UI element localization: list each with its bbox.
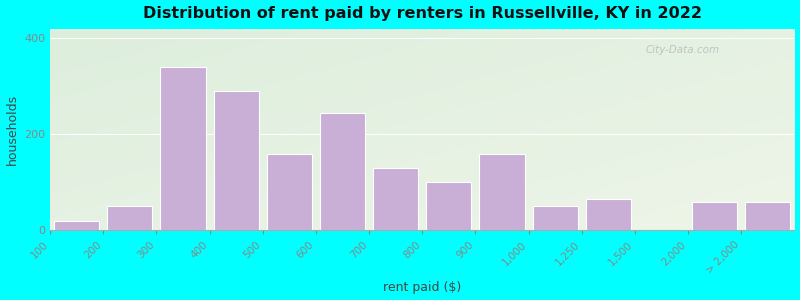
Bar bbox=[692, 202, 738, 230]
Bar bbox=[426, 182, 471, 230]
Y-axis label: households: households bbox=[6, 94, 18, 165]
Bar bbox=[320, 113, 365, 230]
Bar bbox=[214, 91, 258, 230]
X-axis label: rent paid ($): rent paid ($) bbox=[383, 281, 462, 294]
Bar bbox=[746, 202, 790, 230]
Title: Distribution of rent paid by renters in Russellville, KY in 2022: Distribution of rent paid by renters in … bbox=[142, 6, 702, 21]
Bar bbox=[373, 168, 418, 230]
Bar bbox=[533, 206, 578, 230]
Bar bbox=[266, 154, 312, 230]
Bar bbox=[161, 67, 206, 230]
Bar bbox=[107, 206, 153, 230]
Bar bbox=[586, 199, 631, 230]
Text: City-Data.com: City-Data.com bbox=[646, 45, 720, 55]
Bar bbox=[54, 221, 99, 230]
Bar bbox=[479, 154, 525, 230]
